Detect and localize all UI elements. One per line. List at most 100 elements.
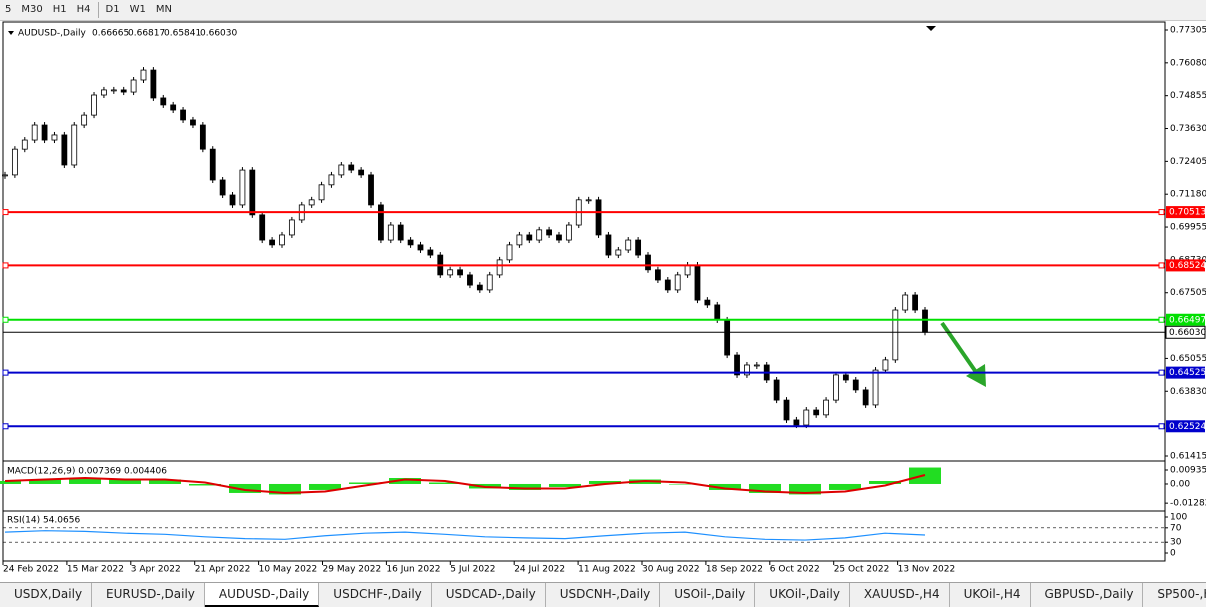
macd-bar (749, 483, 781, 493)
level-handle (2, 262, 9, 269)
candle (11, 148, 18, 176)
candle (259, 214, 266, 241)
candle (516, 234, 523, 246)
candle (170, 104, 177, 111)
candle (724, 319, 731, 356)
macd-bar (229, 483, 261, 493)
level-label: 0.66497 (1169, 315, 1206, 325)
level-handle (2, 369, 9, 376)
candle (783, 399, 790, 421)
rsi-label: RSI(14) 54.0656 (7, 516, 80, 526)
candle (397, 224, 404, 241)
candle (150, 69, 157, 99)
chart-tab[interactable]: USDX,Daily (0, 583, 93, 607)
x-tick-label: 30 Aug 2022 (642, 565, 700, 575)
candle (536, 229, 543, 241)
chart-tab[interactable]: SP500-,H4 (1143, 583, 1206, 607)
timeframe-button[interactable]: MN (155, 4, 172, 15)
quote-value: 0.66665 (92, 29, 129, 39)
candle (467, 274, 473, 286)
timeframe-button[interactable]: W1 (129, 4, 146, 15)
chart-tab[interactable]: GBPUSD-,Daily (1031, 583, 1144, 607)
candle (823, 399, 829, 416)
candle (565, 224, 572, 241)
y-tick-label: 0.65055 (1170, 354, 1206, 364)
timeframe-button[interactable]: D1 (105, 4, 120, 15)
candle (71, 124, 78, 166)
candle (427, 249, 434, 256)
macd-bar (389, 478, 421, 484)
timeframe-button[interactable]: 5 (5, 4, 12, 15)
level-label-bg (1166, 420, 1205, 433)
chart-tab[interactable]: USDCHF-,Daily (319, 583, 432, 607)
candle (556, 234, 562, 241)
timeframe-button[interactable]: H1 (52, 4, 67, 15)
y-tick-label: 0 (1170, 549, 1176, 559)
y-tick-label: 100 (1170, 513, 1187, 523)
chart-tab[interactable]: UKOil-,H4 (950, 583, 1031, 607)
candle (101, 89, 107, 96)
candle (190, 119, 196, 126)
y-tick-label: -0.01282 (1170, 499, 1206, 509)
level-handle (2, 423, 9, 430)
y-tick-label: 0.76080 (1170, 58, 1206, 68)
candle (476, 284, 483, 291)
rsi-line (4, 530, 926, 541)
chart-tab[interactable]: XAUUSD-,H4 (850, 583, 950, 607)
timeframe-button[interactable]: H4 (76, 4, 91, 15)
candle (447, 269, 454, 276)
y-tick-label: 0.71180 (1170, 190, 1206, 200)
candle (902, 294, 909, 311)
level-label-bg (1165, 325, 1206, 339)
candle (358, 169, 365, 176)
candle (130, 79, 137, 93)
candle (338, 164, 345, 176)
candle (2, 174, 8, 177)
candle (269, 239, 275, 246)
candle (199, 124, 206, 150)
candle (753, 364, 760, 367)
candle (229, 194, 236, 206)
candle (892, 309, 899, 361)
level-handle (1158, 316, 1165, 323)
candle (704, 299, 711, 306)
candle (842, 374, 849, 381)
candle (21, 139, 28, 150)
macd-bar (29, 479, 61, 484)
candle (852, 379, 859, 391)
macd-bar (269, 483, 301, 495)
level-handle (2, 316, 9, 323)
x-tick-label: 16 Jun 2022 (386, 565, 440, 575)
x-tick-label: 15 Mar 2022 (67, 565, 124, 575)
chart-tab[interactable]: EURUSD-,Daily (92, 583, 205, 607)
chart-title: AUDUSD-,Daily (18, 29, 86, 39)
macd-bar (549, 483, 581, 487)
chart-tab[interactable]: USDCAD-,Daily (432, 583, 546, 607)
candle (714, 304, 721, 321)
candle (645, 254, 651, 271)
timeframe-button[interactable]: M30 (21, 4, 43, 15)
timeframe-toolbar: 5 M30 H1 H4 D1 W1 MN (0, 0, 1206, 21)
y-tick-label: 0.63830 (1170, 387, 1206, 397)
candle (249, 169, 256, 216)
level-handle (1158, 209, 1165, 216)
chart-tab[interactable]: AUDUSD-,Daily (204, 583, 320, 607)
candle (664, 279, 671, 291)
candle (219, 179, 226, 196)
level-label-bg (1166, 313, 1205, 326)
candle (882, 359, 889, 371)
candle (81, 114, 88, 126)
candle (61, 134, 68, 166)
macd-bar (109, 479, 141, 484)
chart-tab[interactable]: USDCNH-,Daily (546, 583, 661, 607)
macd-bar (509, 483, 541, 490)
candle (328, 174, 335, 186)
y-tick-label: 0.73630 (1170, 124, 1206, 134)
forecast-arrow (940, 321, 986, 387)
level-label: 0.70513 (1169, 208, 1206, 218)
chart-tab[interactable]: USOil-,Daily (660, 583, 756, 607)
level-label: 0.68524 (1169, 261, 1206, 271)
quote-value: 0.65841 (164, 29, 201, 39)
chart-tab[interactable]: UKOil-,Daily (755, 583, 850, 607)
candle (546, 229, 552, 236)
